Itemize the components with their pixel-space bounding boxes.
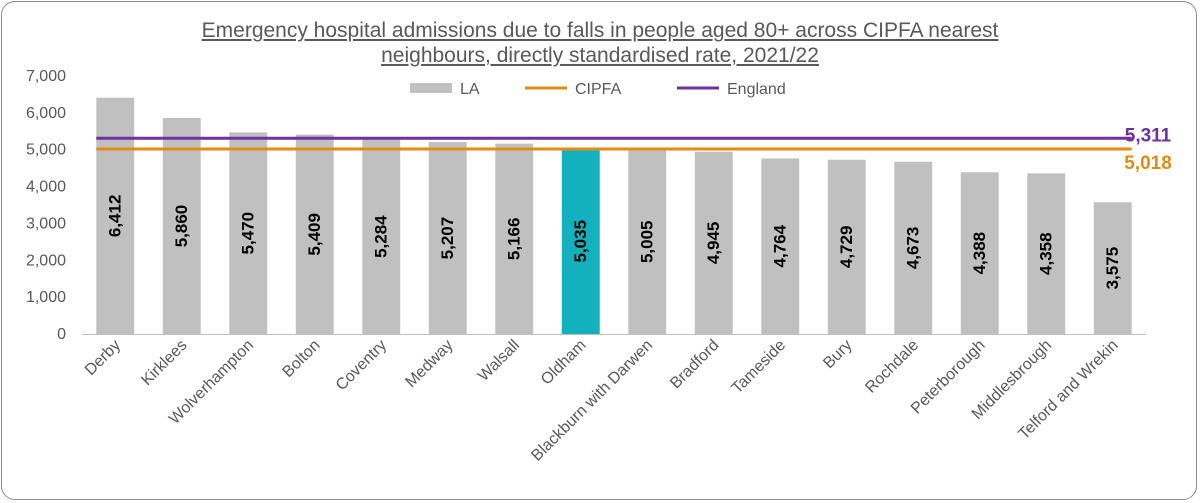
bar-value-label: 5,409: [305, 213, 324, 256]
chart-title-line-1: Emergency hospital admissions due to fal…: [201, 19, 999, 42]
bar-bury: [827, 159, 866, 334]
bar-bolton: [295, 134, 334, 334]
x-tick-label: Coventry: [333, 337, 390, 394]
bar-rochdale: [894, 161, 933, 334]
bar-value-label: 4,764: [771, 224, 790, 267]
bar-bradford: [694, 151, 733, 334]
bar-blackburn-with-darwen: [628, 149, 667, 334]
bar-medway: [428, 142, 467, 334]
bar-value-label: 4,729: [837, 226, 856, 269]
reference-label-england: 5,311: [1125, 125, 1172, 146]
legend-swatch-la: [410, 83, 452, 93]
bar-value-label: 4,673: [904, 227, 923, 270]
y-tick-label: 6,000: [26, 105, 66, 122]
x-tick-label: Tameside: [729, 337, 790, 398]
bar-peterborough: [960, 172, 999, 334]
bar-value-label: 5,207: [438, 217, 457, 260]
bar-value-label: 5,470: [239, 212, 258, 255]
y-tick-label: 7,000: [26, 68, 66, 85]
bar-value-label: 4,388: [970, 232, 989, 275]
bar-oldham: [561, 148, 600, 334]
chart-title: Emergency hospital admissions due to fal…: [0, 18, 1200, 68]
x-tick-label: Bradford: [667, 337, 722, 392]
x-tick-label: Rochdale: [862, 337, 922, 397]
x-tick-label: Walsall: [475, 337, 523, 385]
y-tick-label: 3,000: [26, 215, 66, 232]
y-tick-label: 0: [57, 326, 66, 343]
bar-value-label: 5,166: [505, 218, 524, 261]
bar-value-label: 5,035: [571, 220, 590, 263]
legend-label-cipfa: CIPFA: [575, 81, 622, 98]
bar-telford-and-wrekin: [1093, 202, 1132, 334]
y-tick-label: 4,000: [26, 179, 66, 196]
x-tick-label: Derby: [82, 337, 124, 379]
legend: LA CIPFA England: [410, 81, 786, 98]
legend-label-la: LA: [460, 81, 480, 98]
bar-value-label: 4,945: [704, 222, 723, 265]
bar-value-label: 5,005: [638, 220, 657, 263]
y-axis: 0 1,000 2,000 3,000 4,000 5,000 6,000 7,000: [26, 68, 66, 343]
x-tick-label: Bury: [820, 337, 855, 372]
bars: [96, 97, 1132, 334]
bar-value-label: 6,412: [106, 195, 125, 238]
bar-value-label: 5,860: [172, 205, 191, 248]
x-tick-label: Bolton: [279, 337, 323, 381]
x-tick-label: Kirklees: [138, 337, 190, 389]
legend-label-england: England: [727, 81, 786, 98]
x-tick-label: Blackburn with Darwen: [528, 337, 656, 465]
bar-walsall: [495, 143, 534, 334]
bar-middlesbrough: [1027, 173, 1066, 334]
bar-value-label: 5,284: [372, 215, 391, 258]
chart-title-line-2: neighbours, directly standardised rate, …: [381, 44, 819, 67]
bar-coventry: [362, 139, 401, 334]
bar-tameside: [761, 158, 800, 334]
y-tick-label: 1,000: [26, 289, 66, 306]
reference-lines: 5,311 5,018: [96, 125, 1172, 174]
y-tick-label: 2,000: [26, 252, 66, 269]
reference-label-cipfa: 5,018: [1124, 153, 1172, 174]
bar-wolverhampton: [229, 132, 268, 334]
bar-value-label: 3,575: [1103, 247, 1122, 290]
bar-labels: 6,412 5,860 5,470 5,409 5,284 5,207 5,166 5,035…: [106, 195, 1123, 290]
x-tick-label: Oldham: [538, 337, 590, 389]
bar-kirklees: [162, 118, 201, 334]
y-tick-label: 5,000: [26, 142, 66, 159]
bar-value-label: 4,358: [1037, 232, 1056, 275]
x-tick-label: Medway: [402, 337, 456, 391]
